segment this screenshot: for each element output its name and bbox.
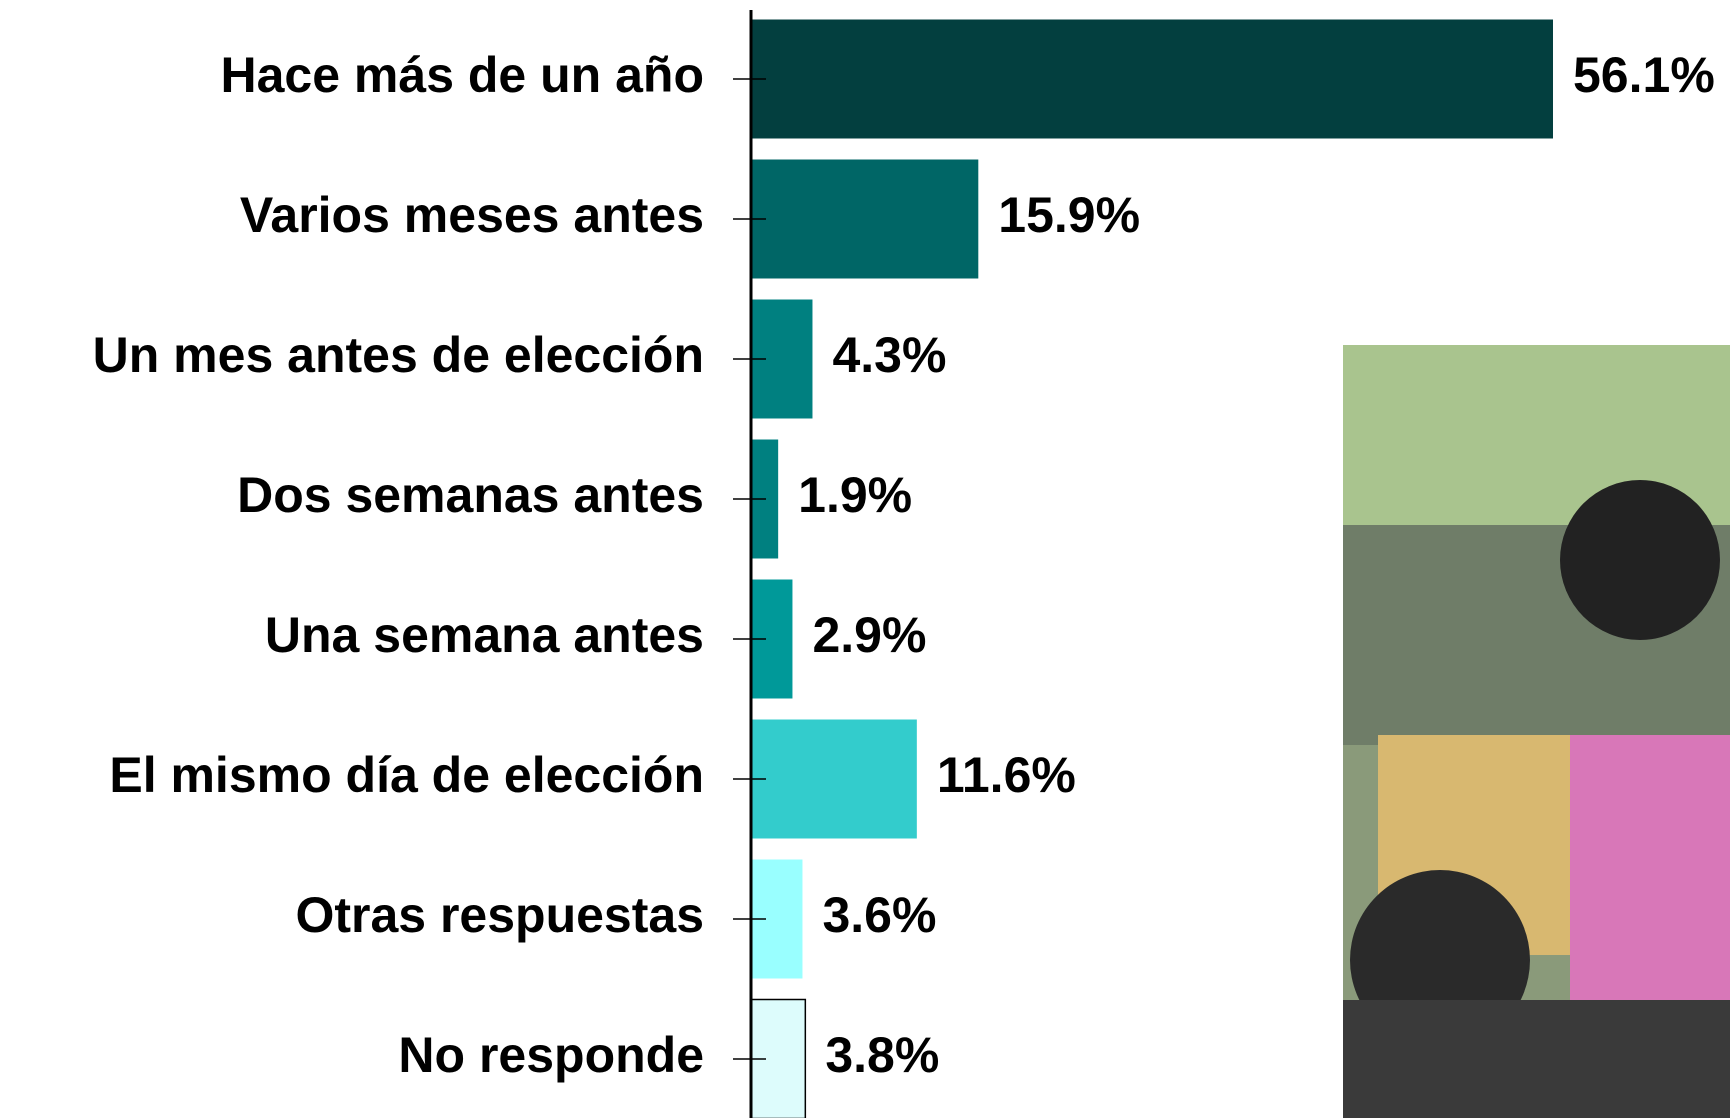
category-label: Un mes antes de elección xyxy=(93,327,704,383)
bar xyxy=(751,159,979,279)
category-label: No responde xyxy=(398,1027,704,1083)
value-label: 15.9% xyxy=(998,187,1140,243)
category-label: El mismo día de elección xyxy=(109,747,704,803)
bar xyxy=(751,19,1553,139)
value-label: 56.1% xyxy=(1573,47,1715,103)
category-label: Dos semanas antes xyxy=(237,467,704,523)
value-label: 3.6% xyxy=(822,887,936,943)
photo xyxy=(1343,345,1730,1118)
category-label: Varios meses antes xyxy=(240,187,704,243)
bar xyxy=(751,719,917,839)
value-label: 2.9% xyxy=(812,607,926,663)
category-label: Otras respuestas xyxy=(295,887,704,943)
category-label: Hace más de un año xyxy=(221,47,705,103)
value-label: 4.3% xyxy=(832,327,946,383)
value-label: 3.8% xyxy=(825,1027,939,1083)
category-label: Una semana antes xyxy=(265,607,704,663)
value-label: 1.9% xyxy=(798,467,912,523)
value-label: 11.6% xyxy=(937,747,1076,803)
